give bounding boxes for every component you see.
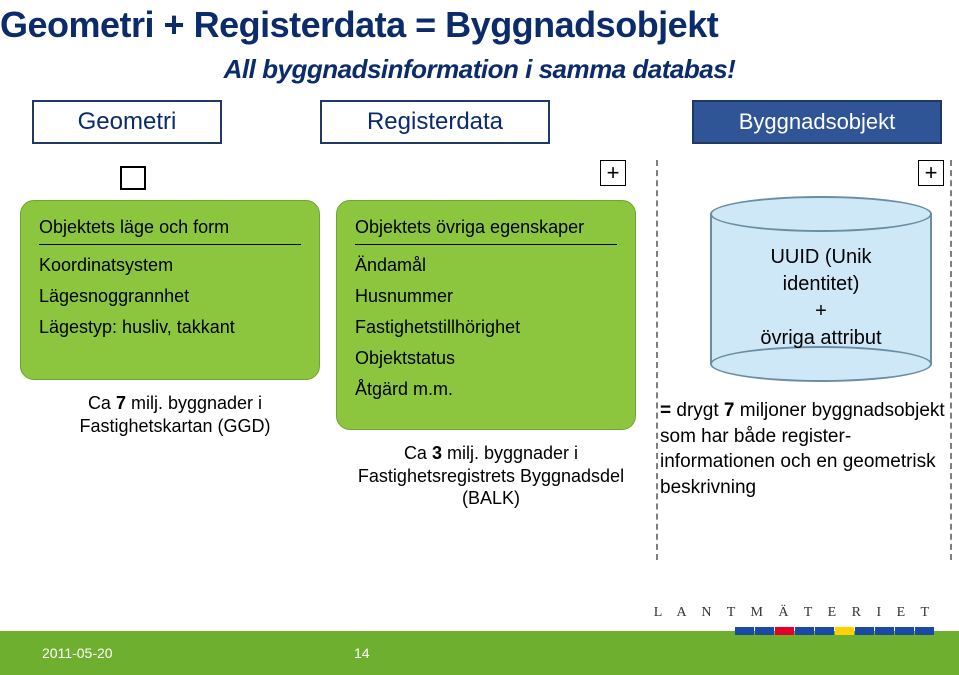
- box-registerdata: Registerdata: [320, 100, 550, 144]
- gb-left-rule: [39, 244, 301, 245]
- gb-right-line: Husnummer: [355, 286, 617, 307]
- gb-left-line: Koordinatsystem: [39, 255, 301, 276]
- slide: Geometri + Registerdata = Byggnadsobjekt…: [0, 0, 959, 675]
- box-geometri: Geometri: [32, 100, 222, 144]
- plus-mid-icon: +: [600, 160, 626, 186]
- result-text: = drygt 7 miljoner byggnadsobjekt som ha…: [660, 398, 952, 501]
- plus-right-icon: +: [918, 160, 944, 186]
- gb-right-line: Ändamål: [355, 255, 617, 276]
- greenbox-registerdata: Objektets övriga egenskaper Ändamål Husn…: [336, 200, 636, 430]
- gb-right-heading: Objektets övriga egenskaper: [355, 217, 617, 238]
- footer: 2011-05-20 14: [0, 631, 959, 675]
- box-byggnadsobjekt: Byggnadsobjekt: [692, 100, 942, 144]
- cylinder-top: [710, 196, 932, 232]
- gb-left-line: Lägesnoggrannhet: [39, 286, 301, 307]
- slide-subtitle: All byggnadsinformation i samma databas!: [0, 54, 959, 85]
- caption-right: Ca 3 milj. byggnader i Fastighetsregistr…: [336, 442, 646, 510]
- gb-right-line: Åtgärd m.m.: [355, 379, 617, 400]
- footer-page: 14: [354, 645, 370, 661]
- gb-left-heading: Objektets läge och form: [39, 217, 301, 238]
- gb-left-line: Lägestyp: husliv, takkant: [39, 317, 301, 338]
- brand-stripes-icon: [735, 627, 935, 635]
- slide-title: Geometri + Registerdata = Byggnadsobjekt: [0, 4, 959, 46]
- footer-date: 2011-05-20: [42, 645, 113, 661]
- tiny-square-icon: [120, 166, 146, 190]
- gb-right-line: Objektstatus: [355, 348, 617, 369]
- brand-text: L A N T M Ä T E R I E T: [654, 605, 935, 621]
- caption-left: Ca 7 milj. byggnader i Fastighetskartan …: [20, 392, 330, 437]
- gb-right-rule: [355, 244, 617, 245]
- gb-right-line: Fastighetstillhörighet: [355, 317, 617, 338]
- greenbox-geometri: Objektets läge och form Koordinatsystem …: [20, 200, 320, 380]
- cylinder-text: UUID (Unik identitet) + övriga attribut: [710, 244, 932, 352]
- dashed-divider-1: [656, 160, 658, 560]
- cylinder: UUID (Unik identitet) + övriga attribut: [710, 196, 932, 380]
